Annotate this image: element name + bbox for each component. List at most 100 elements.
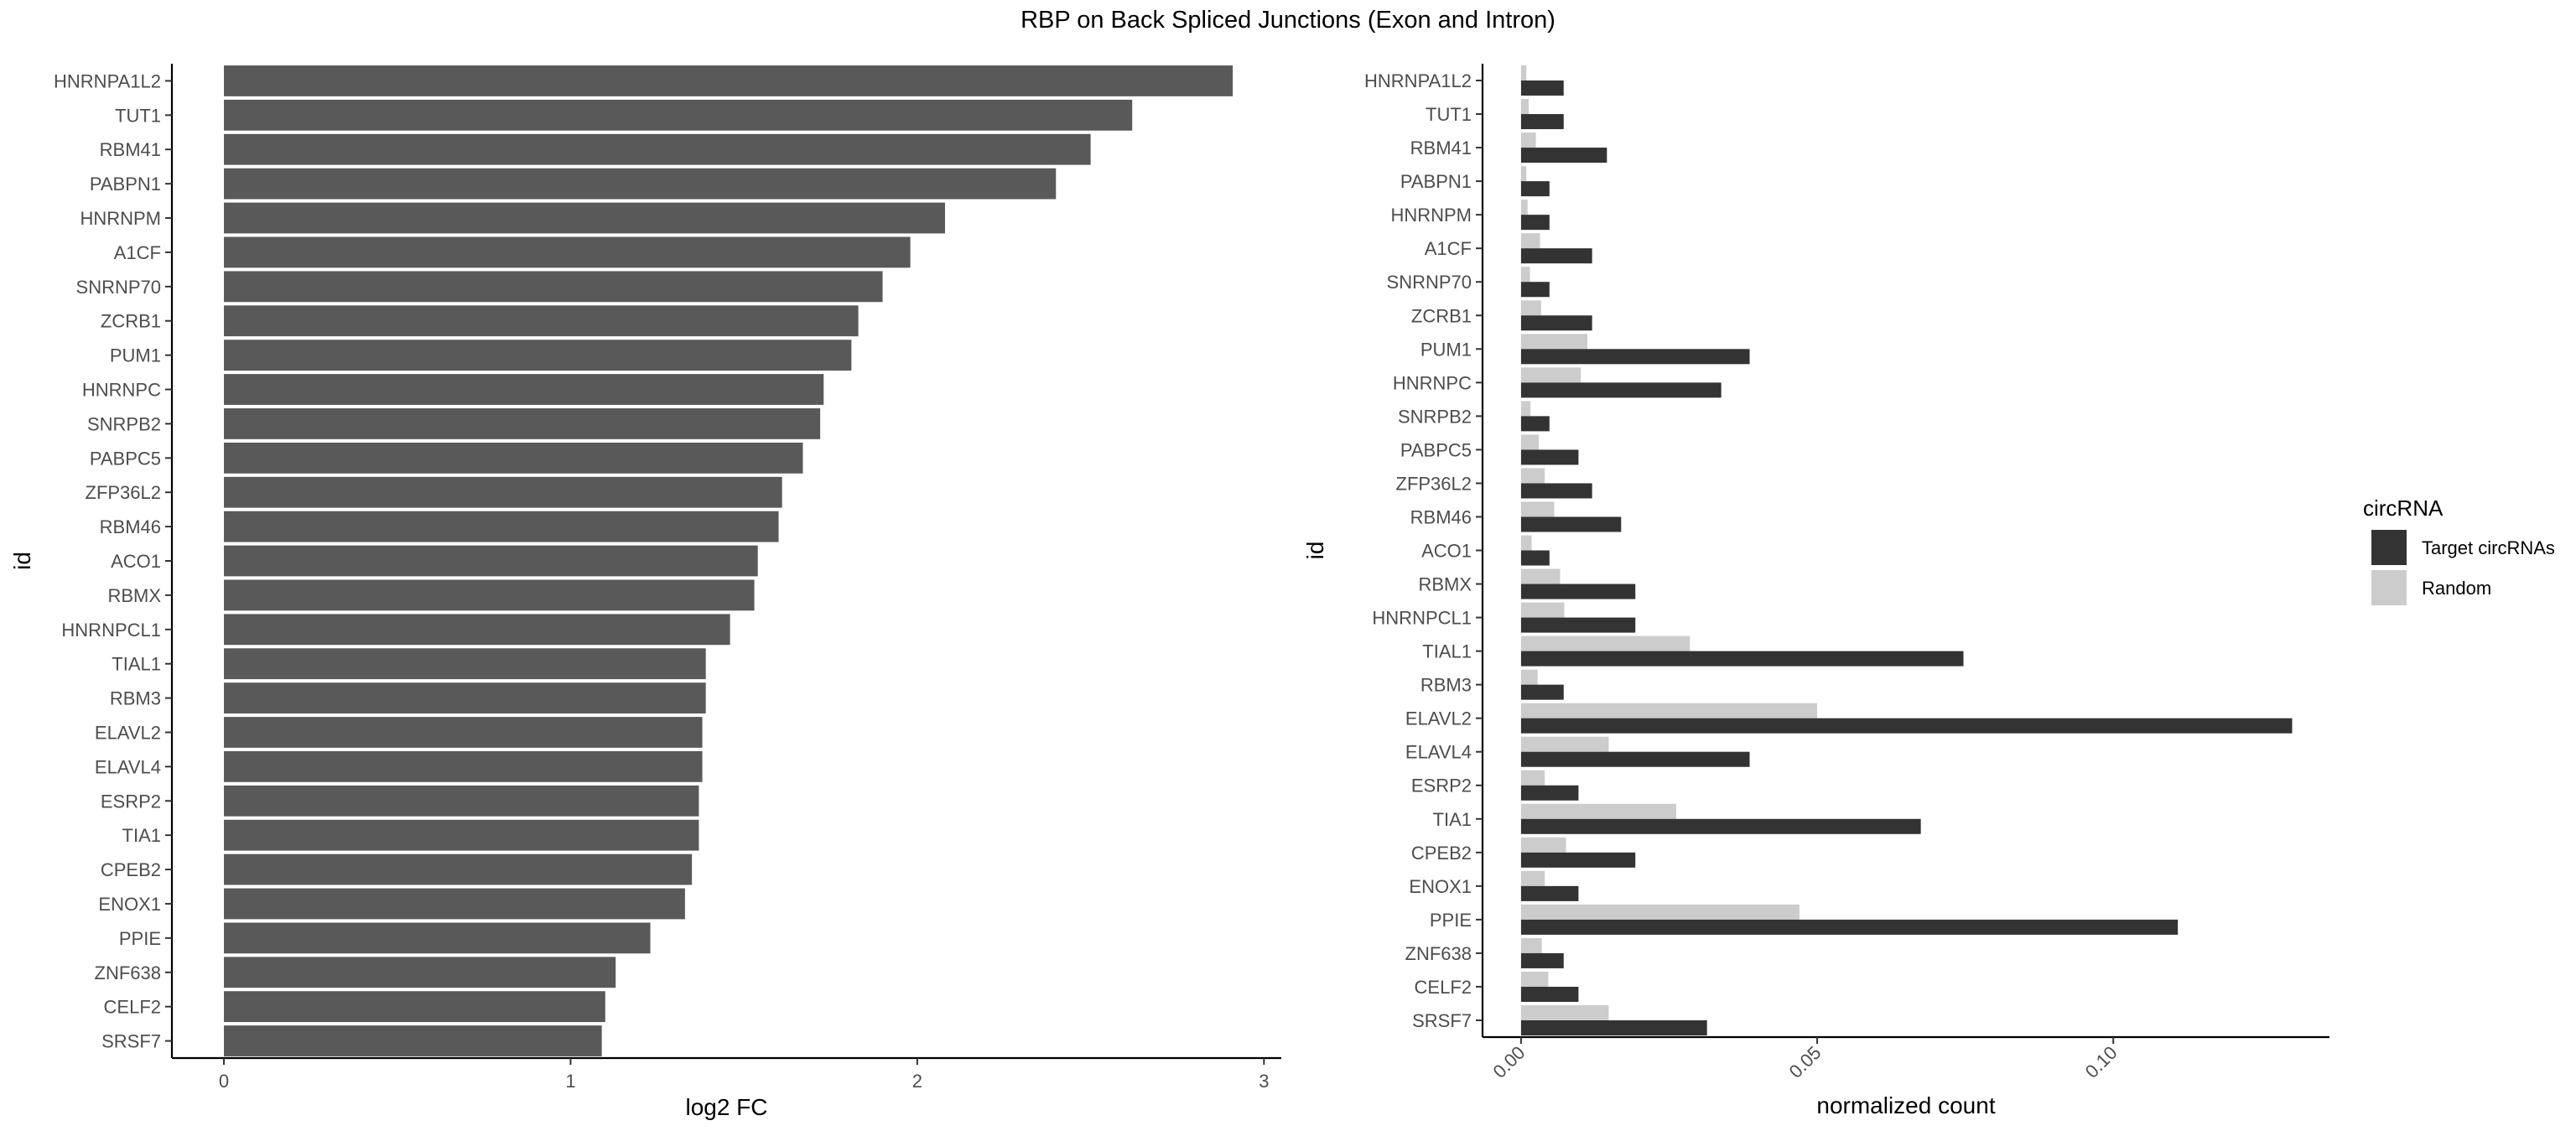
right-bar-target-hnrnpa1l2	[1520, 80, 1564, 96]
right-y-tick-label-hnrnpm: HNRNPM	[1390, 205, 1472, 226]
left-bar-hnrnpc	[224, 374, 824, 405]
left-bar-rbm46	[224, 511, 779, 542]
right-bar-random-elavl4	[1520, 736, 1609, 752]
right-bar-random-zfp36l2	[1520, 468, 1545, 484]
right-bar-target-pabpn1	[1520, 181, 1550, 197]
right-x-tick-label-0-10: 0.10	[2081, 1042, 2122, 1082]
left-bar-ppie	[224, 922, 651, 954]
right-bar-target-cpeb2	[1520, 852, 1636, 868]
right-y-tick-label-cpeb2: CPEB2	[1411, 843, 1472, 864]
chart-title: RBP on Back Spliced Junctions (Exon and …	[1021, 7, 1555, 34]
right-y-tick-label-enox1: ENOX1	[1409, 876, 1472, 897]
left-bar-pabpn1	[224, 168, 1057, 200]
left-bar-rbmx	[224, 579, 755, 611]
left-x-tick-label-1: 1	[565, 1071, 575, 1092]
right-bar-target-celf2	[1520, 986, 1579, 1002]
right-bar-random-hnrnpm	[1520, 200, 1528, 215]
right-y-tick-label-tut1: TUT1	[1426, 104, 1472, 125]
right-bar-target-rbm3	[1520, 684, 1564, 700]
right-bar-random-srsf7	[1520, 1004, 1609, 1020]
right-x-axis-title: normalized count	[1816, 1092, 1995, 1118]
left-bar-elavl4	[224, 750, 703, 782]
left-panel-log2fc: HNRNPA1L2 TUT1 RBM41 PABPN1 HNRNPM A1CF SNRNP7…	[9, 64, 1281, 1120]
left-bar-aco1	[224, 545, 758, 577]
right-y-tick-label-snrpb2: SNRPB2	[1398, 406, 1472, 427]
right-bar-target-rbmx	[1520, 584, 1636, 599]
right-bar-target-elavl2	[1520, 718, 2293, 734]
right-x-tick-label-0-05: 0.05	[1785, 1042, 1826, 1082]
left-y-tick-label-ppie: PPIE	[119, 928, 161, 949]
right-bar-random-pabpn1	[1520, 166, 1527, 182]
left-y-axis-title: id	[9, 552, 35, 570]
right-bar-random-hnrnpc	[1520, 367, 1581, 383]
right-bar-target-tut1	[1520, 114, 1564, 130]
right-bar-random-hnrnpa1l2	[1520, 65, 1527, 81]
right-bar-random-ppie	[1520, 904, 1800, 920]
left-x-tick-label-2: 2	[912, 1071, 922, 1092]
legend-title: circRNA	[2363, 495, 2444, 521]
right-bar-random-tial1	[1520, 636, 1690, 651]
right-bar-random-aco1	[1520, 535, 1532, 551]
left-y-tick-label-rbm41: RBM41	[100, 139, 161, 160]
left-y-tick-label-rbm46: RBM46	[100, 516, 161, 537]
right-bar-random-snrnp70	[1520, 267, 1530, 283]
left-y-tick-label-cpeb2: CPEB2	[101, 859, 161, 880]
right-bar-target-aco1	[1520, 550, 1550, 566]
left-y-tick-label-elavl4: ELAVL4	[95, 756, 161, 777]
legend-key-target-circrnas	[2371, 530, 2407, 565]
left-bar-a1cf	[224, 236, 911, 268]
right-y-tick-label-elavl2: ELAVL2	[1405, 708, 1472, 729]
left-y-tick-label-tut1: TUT1	[115, 105, 161, 126]
left-x-tick-label-0: 0	[219, 1071, 229, 1092]
left-y-tick-label-hnrnpm: HNRNPM	[80, 208, 161, 229]
right-y-tick-label-esrp2: ESRP2	[1411, 776, 1472, 796]
left-bar-rbm41	[224, 133, 1091, 165]
left-y-tick-label-rbm3: RBM3	[110, 688, 161, 709]
left-y-tick-label-hnrnpc: HNRNPC	[82, 380, 161, 401]
left-bar-hnrnpa1l2	[224, 65, 1233, 96]
left-y-tick-label-a1cf: A1CF	[114, 242, 161, 263]
right-y-tick-label-znf638: ZNF638	[1405, 943, 1472, 964]
right-bar-target-hnrnpcl1	[1520, 617, 1636, 633]
right-y-tick-label-aco1: ACO1	[1421, 541, 1472, 562]
left-bar-srsf7	[224, 1025, 602, 1056]
left-bar-tia1	[224, 819, 699, 851]
right-bar-random-rbm41	[1520, 132, 1536, 148]
right-bar-target-pum1	[1520, 349, 1750, 365]
right-bar-target-snrpb2	[1520, 416, 1550, 432]
left-y-tick-label-znf638: ZNF638	[95, 962, 161, 983]
left-y-tick-label-zfp36l2: ZFP36L2	[86, 482, 162, 503]
left-x-tick-label-3: 3	[1259, 1071, 1269, 1092]
left-y-tick-label-snrpb2: SNRPB2	[87, 413, 161, 434]
right-bar-target-zfp36l2	[1520, 483, 1592, 499]
right-bar-random-a1cf	[1520, 233, 1540, 249]
right-y-tick-label-pabpc5: PABPC5	[1400, 439, 1472, 460]
left-y-tick-label-srsf7: SRSF7	[101, 1031, 161, 1052]
right-bar-target-elavl4	[1520, 751, 1750, 767]
right-bar-target-srsf7	[1520, 1019, 1707, 1035]
right-x-tick-label-0-00: 0.00	[1488, 1042, 1529, 1082]
left-bar-tut1	[224, 99, 1133, 131]
left-bar-snrnp70	[224, 271, 883, 303]
right-bar-target-rbm46	[1520, 516, 1622, 532]
left-bar-snrpb2	[224, 408, 821, 439]
right-bar-target-hnrnpc	[1520, 382, 1722, 398]
right-bar-random-tut1	[1520, 99, 1530, 115]
legend-key-random	[2371, 570, 2407, 605]
right-bar-random-celf2	[1520, 971, 1549, 987]
right-y-tick-label-srsf7: SRSF7	[1412, 1010, 1472, 1031]
left-bar-celf2	[224, 991, 605, 1023]
left-bar-tial1	[224, 648, 706, 680]
left-bar-hnrnpm	[224, 202, 945, 234]
left-y-tick-label-tia1: TIA1	[122, 825, 161, 846]
legend: circRNA Target circRNAs Random	[2363, 495, 2555, 605]
right-panel-normalized-count: HNRNPA1L2 TUT1 RBM41 PABPN1 HNRNPM A1CF SNRNP7…	[1302, 64, 2329, 1118]
right-y-tick-label-zfp36l2: ZFP36L2	[1396, 473, 1472, 494]
right-y-tick-label-zcrb1: ZCRB1	[1411, 305, 1472, 326]
legend-label-target-circrnas: Target circRNAs	[2422, 537, 2555, 558]
right-bar-target-rbm41	[1520, 148, 1607, 163]
right-y-tick-label-hnrnpa1l2: HNRNPA1L2	[1364, 70, 1472, 91]
left-bar-esrp2	[224, 785, 699, 817]
right-bar-random-zcrb1	[1520, 300, 1541, 316]
